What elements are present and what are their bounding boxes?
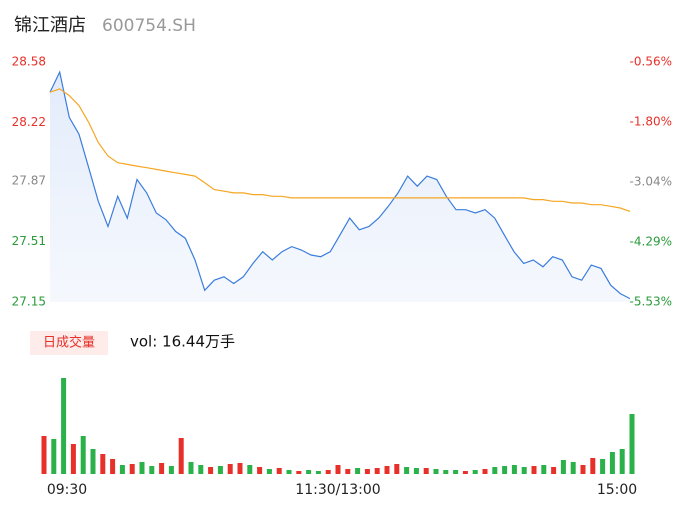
volume-bar [600,459,606,474]
volume-bar [90,449,96,474]
volume-bar [453,470,459,474]
volume-bar [423,468,429,474]
volume-bar [443,470,449,474]
y2-tick-label: -0.56% [630,55,672,69]
volume-bar [41,436,47,474]
stock-name: 锦江酒店 [14,15,86,36]
volume-bar [119,465,125,474]
x-tick-label: 11:30/13:00 [295,482,380,498]
volume-bar [129,464,135,474]
volume-bar [394,464,400,474]
volume-bar [355,468,361,474]
volume-bar [100,454,106,474]
volume-bar [296,471,302,474]
volume-bar [51,439,57,474]
volume-bar [609,452,615,474]
y2-tick-label: -1.80% [630,114,672,128]
stock-code: 600754.SH [102,16,196,36]
volume-bar [472,470,478,474]
volume-total: vol: 16.44万手 [130,333,235,351]
y2-tick-label: -5.53% [630,295,672,309]
volume-bar [80,436,86,474]
volume-bar [580,465,586,474]
volume-bar [384,466,390,474]
volume-bar [70,444,76,474]
volume-bar [266,469,272,474]
volume-bar [257,467,263,474]
volume-bar [521,467,527,474]
volume-bar [178,438,184,474]
volume-bar [345,469,351,474]
volume-bar [364,469,370,474]
volume-bar [531,466,537,474]
volume-bar [570,462,576,474]
volume-bar [462,471,468,474]
volume-bar [335,465,341,474]
volume-bar [590,458,596,474]
volume-bar [110,459,116,474]
volume-bar [492,467,498,474]
y-tick-label: 28.58 [12,55,46,69]
y2-tick-label: -3.04% [630,174,672,188]
volume-bar [276,468,282,474]
volume-bar [413,468,419,474]
volume-bar [188,462,194,474]
volume-bar [560,460,566,474]
y2-tick-label: -4.29% [630,235,672,249]
volume-badge [30,331,108,355]
volume-bar [237,463,243,474]
volume-bar [149,466,155,474]
volume-bar [315,471,321,474]
volume-bar [325,470,331,474]
price-area [50,72,630,302]
x-tick-label: 09:30 [47,482,87,498]
y-tick-label: 28.22 [12,115,46,129]
average-line [49,88,631,212]
volume-bar [139,462,145,474]
volume-title: 日成交量 [43,335,95,351]
volume-bar [159,463,165,474]
volume-bar [541,465,547,474]
volume-bar [404,467,410,474]
volume-bar [286,470,292,474]
y-tick-label: 27.87 [12,174,46,188]
volume-bar [198,465,204,474]
volume-bar [306,470,312,474]
volume-bar [629,414,635,474]
y-tick-label: 27.51 [12,234,46,248]
volume-bar [551,467,557,474]
volume-bar [61,378,67,474]
volume-bar [227,464,233,474]
price-line [49,70,631,300]
y-tick-label: 27.15 [12,295,46,309]
volume-bar [433,469,439,474]
volume-bar [208,467,214,474]
x-tick-label: 15:00 [597,482,637,498]
volume-bar [482,469,488,474]
volume-bar [247,465,253,474]
volume-bar [374,468,380,474]
volume-bar [619,449,625,474]
volume-bar [168,466,174,474]
volume-bar [502,466,508,474]
volume-bar [217,466,223,474]
volume-bar [511,465,517,474]
